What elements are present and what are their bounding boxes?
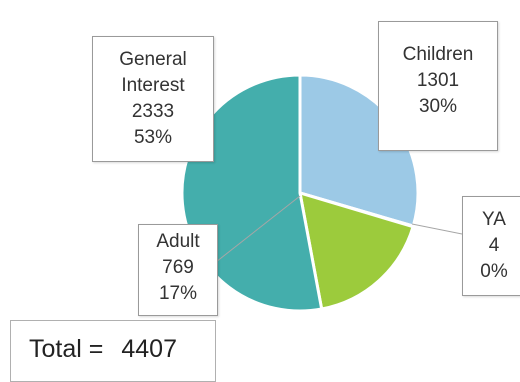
label-ya: YA 4 0% [462, 196, 520, 296]
label-general-name-2: Interest [121, 75, 185, 96]
leader-lines [215, 195, 463, 263]
label-ya-name: YA [482, 209, 506, 230]
total-value: 4407 [121, 335, 177, 363]
label-general-percent: 53% [133, 127, 173, 148]
label-adult-name: Adult [156, 231, 200, 252]
label-general-value: 2333 [131, 101, 175, 122]
label-general-name-1: General [119, 49, 187, 70]
label-ya-value: 4 [488, 235, 500, 256]
label-children-percent: 30% [418, 96, 458, 117]
total-label: Total = [29, 335, 104, 363]
label-adult-value: 769 [162, 257, 194, 278]
label-adult-percent: 17% [158, 283, 198, 304]
label-children-name: Children [402, 44, 474, 65]
label-ya-percent: 0% [480, 261, 508, 282]
total-box: Total = 4407 [10, 320, 216, 382]
label-children: Children 1301 30% [378, 21, 498, 151]
slice-adult [298, 190, 415, 311]
label-adult: Adult 769 17% [138, 224, 218, 316]
label-children-value: 1301 [416, 70, 460, 91]
leader-line-adult [215, 195, 301, 263]
leader-line-ya [411, 223, 463, 235]
label-general-interest: General Interest 2333 53% [92, 36, 214, 162]
